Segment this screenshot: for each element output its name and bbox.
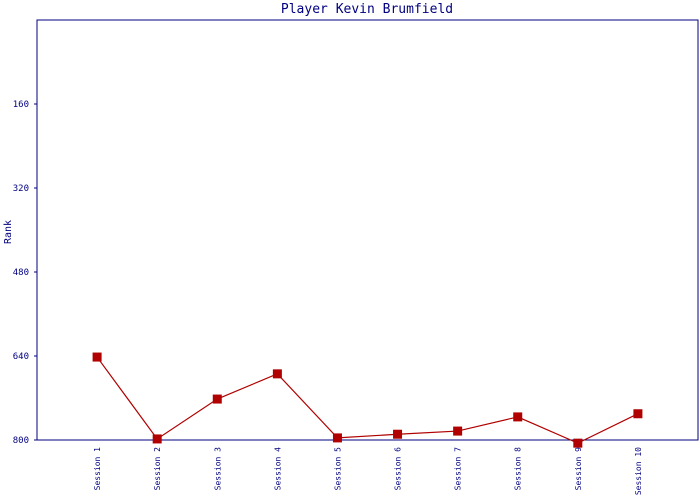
- point-marker: [92, 352, 102, 362]
- series-line: [96, 356, 639, 444]
- y-tick-label: 480: [13, 268, 29, 278]
- point-marker: [513, 412, 523, 422]
- point-marker: [573, 438, 583, 448]
- y-axis-label: Rank: [3, 220, 14, 244]
- point-marker: [272, 369, 282, 379]
- x-tick-label: Session 5: [333, 447, 342, 491]
- y-tick-label: 320: [13, 184, 29, 194]
- x-tick-label: Session 1: [93, 447, 102, 491]
- chart-title: Player Kevin Brumfield: [281, 2, 453, 17]
- point-marker: [332, 433, 342, 443]
- y-tick-label: 800: [13, 436, 29, 446]
- x-tick-label: Session 9: [574, 447, 583, 491]
- x-tick-label: Session 10: [634, 447, 643, 495]
- point-marker: [453, 426, 463, 436]
- point-marker: [212, 394, 222, 404]
- point-marker: [152, 434, 162, 444]
- point-marker: [393, 429, 403, 439]
- y-tick-label: 160: [13, 100, 29, 110]
- plot-frame: [36, 19, 699, 441]
- point-marker: [633, 409, 643, 419]
- x-tick-label: Session 6: [394, 447, 403, 491]
- x-tick-label: Session 8: [514, 447, 523, 491]
- x-tick-label: Session 7: [454, 447, 463, 491]
- x-tick-label: Session 3: [213, 447, 222, 491]
- x-tick-label: Session 4: [273, 447, 282, 491]
- y-tick-label: 640: [13, 352, 29, 362]
- x-tick-label: Session 2: [153, 447, 162, 491]
